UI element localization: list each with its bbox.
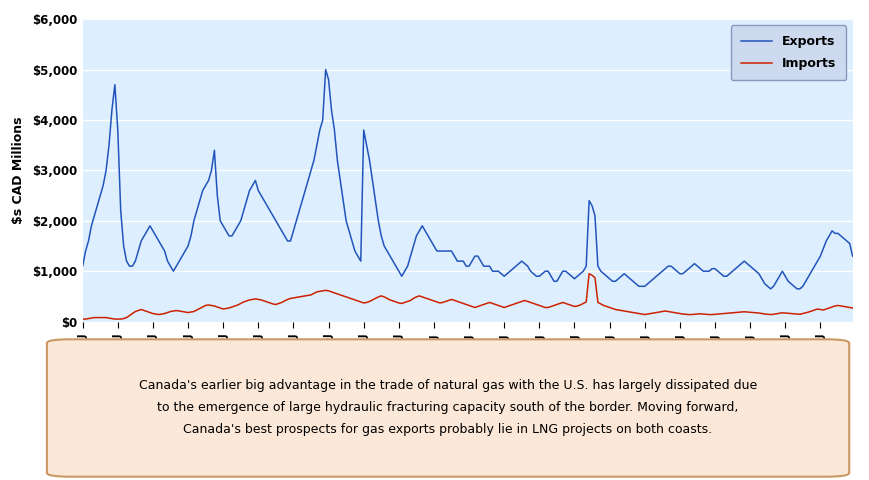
Line: Exports: Exports (83, 70, 852, 289)
Exports (77, 263, 88, 269)
Exports (765, 286, 775, 292)
Imports (408, 296, 418, 301)
Exports (320, 67, 330, 72)
Exports (98, 182, 109, 188)
Imports (516, 299, 527, 304)
Imports (98, 315, 109, 321)
Exports (563, 271, 574, 276)
Imports (328, 290, 339, 296)
X-axis label: Year & Month: Year & Month (414, 363, 521, 377)
Exports (846, 253, 857, 259)
FancyBboxPatch shape (47, 339, 848, 477)
Exports (519, 261, 529, 266)
Exports (332, 157, 342, 163)
Imports (77, 316, 88, 322)
Exports (411, 233, 421, 239)
Imports (560, 300, 570, 306)
Exports (370, 198, 381, 204)
Legend: Exports, Imports: Exports, Imports (730, 25, 846, 80)
Y-axis label: $s CAD Millions: $s CAD Millions (12, 117, 25, 224)
Imports (367, 297, 377, 303)
Imports (583, 271, 594, 276)
Imports (846, 305, 857, 311)
Text: Canada's earlier big advantage in the trade of natural gas with the U.S. has lar: Canada's earlier big advantage in the tr… (139, 380, 756, 436)
Line: Imports: Imports (83, 274, 852, 319)
